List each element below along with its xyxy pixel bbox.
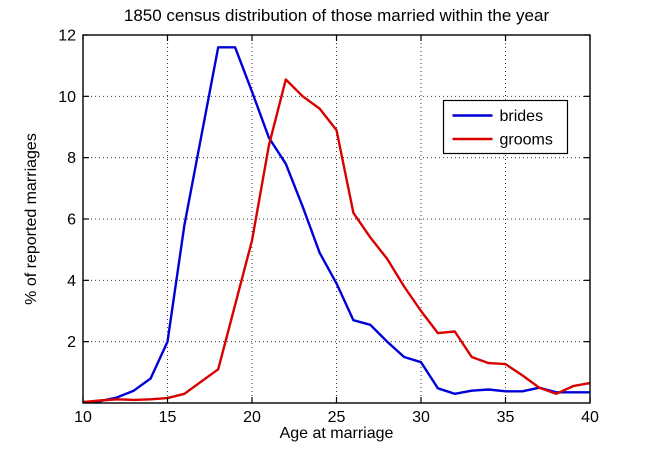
tick-labels: 10 15 20 25 30 35 40 2 4 6 8 10 12 (58, 28, 599, 427)
x-tick-label-25: 25 (328, 409, 346, 426)
legend: brides grooms (442, 99, 569, 155)
y-tick-label-6: 6 (67, 212, 76, 229)
tick-marks (82, 34, 591, 403)
x-axis-label: Age at marriage (280, 425, 394, 442)
y-tick-label-4: 4 (67, 273, 76, 290)
chart-title: 1850 census distribution of those marrie… (124, 6, 550, 25)
x-tick-label-10: 10 (74, 409, 92, 426)
y-axis-label: % of reported marriages (23, 133, 40, 305)
x-tick-label-30: 30 (412, 409, 430, 426)
y-tick-label-8: 8 (67, 150, 76, 167)
x-tick-label-15: 15 (159, 409, 177, 426)
y-tick-label-10: 10 (58, 89, 76, 106)
legend-label-brides: brides (500, 108, 544, 125)
legend-box (442, 99, 569, 155)
series-line-brides (82, 46, 590, 404)
x-tick-label-20: 20 (243, 409, 261, 426)
y-tick-label-2: 2 (67, 334, 76, 351)
y-tick-label-12: 12 (58, 28, 76, 45)
x-tick-label-40: 40 (581, 409, 599, 426)
x-tick-label-35: 35 (497, 409, 515, 426)
legend-label-grooms: grooms (500, 132, 553, 149)
